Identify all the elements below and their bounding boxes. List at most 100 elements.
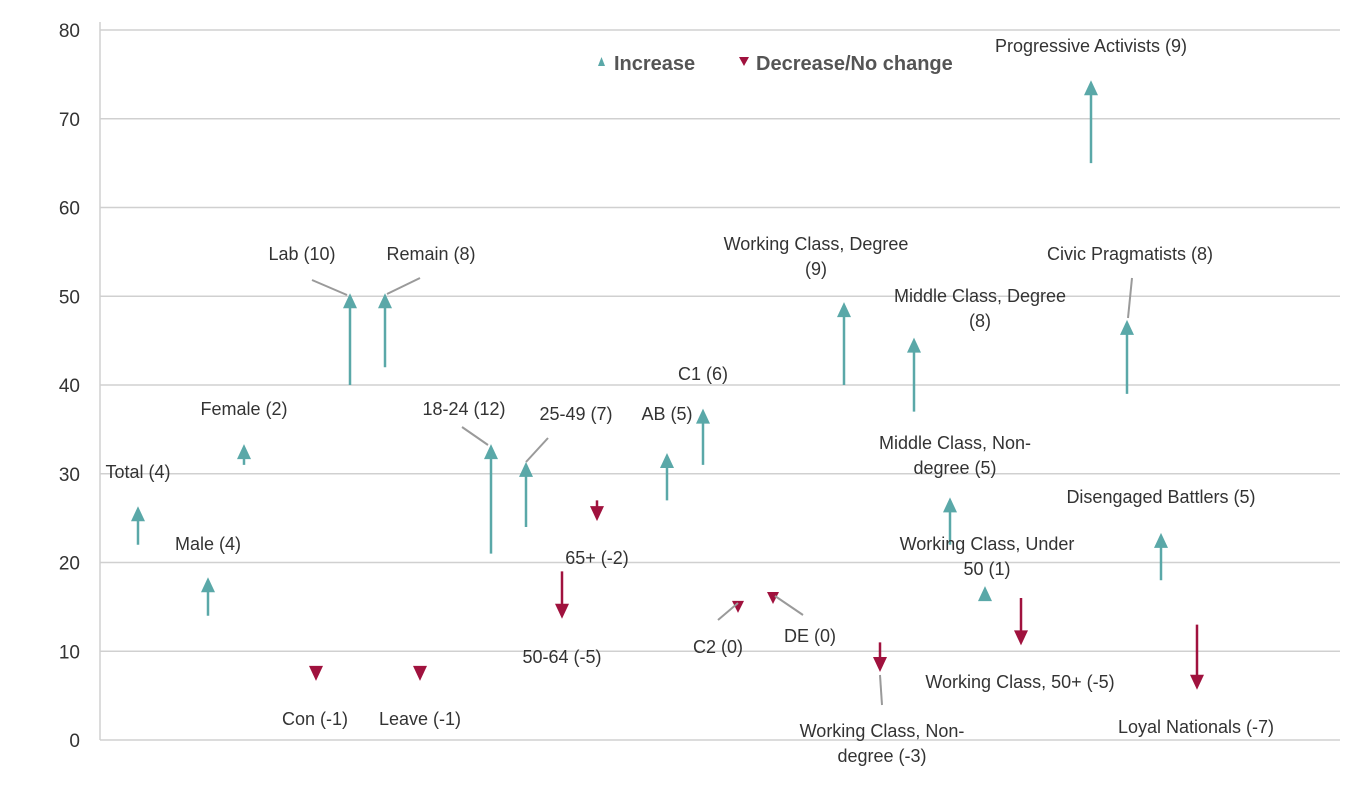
segment-18 [943,497,957,545]
segment-label: DE (0) [784,626,836,646]
segment-11 [660,453,674,501]
segment-label: Working Class, Non-degree (-3) [800,721,965,766]
segment-15 [837,302,851,385]
segment-0 [131,506,145,545]
decrease-arrowhead [555,603,569,619]
segment-8 [519,461,533,527]
segment-label-line: Loyal Nationals (-7) [1118,717,1274,737]
segment-label: Middle Class, Non-degree (5) [879,433,1031,478]
y-tick-label: 0 [69,731,80,752]
segment-label: 25-49 (7) [539,404,612,424]
segment-label-line: Progressive Activists (9) [995,36,1187,56]
decrease-arrowhead [732,600,744,613]
segment-label-line: Working Class, Degree [724,234,909,254]
y-tick-label: 40 [59,376,80,397]
y-tick-label: 50 [59,287,80,308]
segment-16 [873,642,887,672]
y-tick-label: 20 [59,554,80,575]
segment-label-line: C2 (0) [693,637,743,657]
increase-arrowhead [378,293,392,309]
segment-9 [555,571,569,619]
segment-label: Progressive Activists (9) [995,36,1187,56]
decrease-arrowhead [1190,674,1204,690]
leader-line [879,674,883,706]
segment-label-line: Civic Pragmatists (8) [1047,244,1213,264]
segment-label: Loyal Nationals (-7) [1118,717,1274,737]
leader-line [461,426,489,446]
segment-22 [1120,319,1134,394]
segment-21 [1084,80,1098,164]
segment-label: 50-64 (-5) [522,647,601,667]
decrease-arrowhead [873,657,887,672]
increase-arrowhead [907,337,921,353]
segment-6 [413,665,427,681]
segment-labels: Total (4) Female (2) Male (4) Con (-1) Lab (… [105,36,1274,766]
y-tick-label: 70 [59,110,80,131]
segment-label: Working Class, 50+ (-5) [925,672,1114,692]
segment-13 [732,600,744,613]
legend: Increase Decrease/No change [598,53,953,75]
segment-label-line: Female (2) [200,399,287,419]
segment-label: Lab (10) [268,244,335,264]
segment-label-line: Middle Class, Non- [879,433,1031,453]
segment-label: Working Class, Under 50 (1) [900,534,1075,579]
leader-line [1127,277,1133,319]
segment-label: AB (5) [641,404,692,424]
segment-label-line: Con (-1) [282,709,348,729]
leader-line [311,279,348,296]
segment-label-line: Disengaged Battlers (5) [1066,487,1255,507]
segment-label-line: (9) [805,259,827,279]
segment-label: Con (-1) [282,709,348,729]
segment-label-line: DE (0) [784,626,836,646]
segment-1 [237,444,251,465]
segment-label-line: 65+ (-2) [565,548,629,568]
segment-label-line: 50 (1) [963,559,1010,579]
increase-arrowhead [696,408,710,424]
segment-7 [484,444,498,554]
segment-label-line: Working Class, 50+ (-5) [925,672,1114,692]
segment-14 [767,592,779,604]
segment-label-line: 18-24 (12) [422,399,505,419]
leader-line [774,595,804,616]
leader-lines [311,277,1133,706]
increase-arrowhead [1154,532,1168,548]
segment-10 [590,500,604,522]
y-tick-label: 30 [59,465,80,486]
leader-line [717,602,739,621]
segment-24 [1190,624,1204,690]
segment-label-line: C1 (6) [678,364,728,384]
segment-label: 18-24 (12) [422,399,505,419]
segment-label: Male (4) [175,534,241,554]
decrease-arrowhead [1014,630,1028,646]
segment-19 [978,586,992,602]
segment-23 [1154,532,1168,581]
segment-2 [201,577,215,616]
segment-label: Disengaged Battlers (5) [1066,487,1255,507]
legend-increase-label: Increase [614,53,695,75]
increase-arrowhead [837,302,851,318]
segment-label-line: Lab (10) [268,244,335,264]
segments [131,80,1204,690]
segment-label-line: Middle Class, Degree [894,286,1066,306]
increase-arrowhead [484,444,498,460]
segment-20 [1014,598,1028,646]
leader-line [525,437,549,463]
segment-label: 65+ (-2) [565,548,629,568]
segment-label-line: Total (4) [105,462,170,482]
segment-label: Middle Class, Degree (8) [894,286,1066,331]
segment-label-line: Leave (-1) [379,709,461,729]
decrease-arrowhead [590,506,604,522]
segment-5 [378,293,392,368]
increase-arrowhead [343,293,357,309]
legend-decrease-marker [739,57,749,66]
segment-label-line: degree (-3) [837,746,926,766]
segment-label: Female (2) [200,399,287,419]
legend-decrease-label: Decrease/No change [756,53,953,75]
segment-label: Working Class, Degree (9) [724,234,909,279]
legend-increase-marker [598,57,605,66]
segment-label-line: degree (5) [913,458,996,478]
segment-label: Remain (8) [386,244,475,264]
segment-label-line: Male (4) [175,534,241,554]
increase-arrowhead [201,577,215,593]
